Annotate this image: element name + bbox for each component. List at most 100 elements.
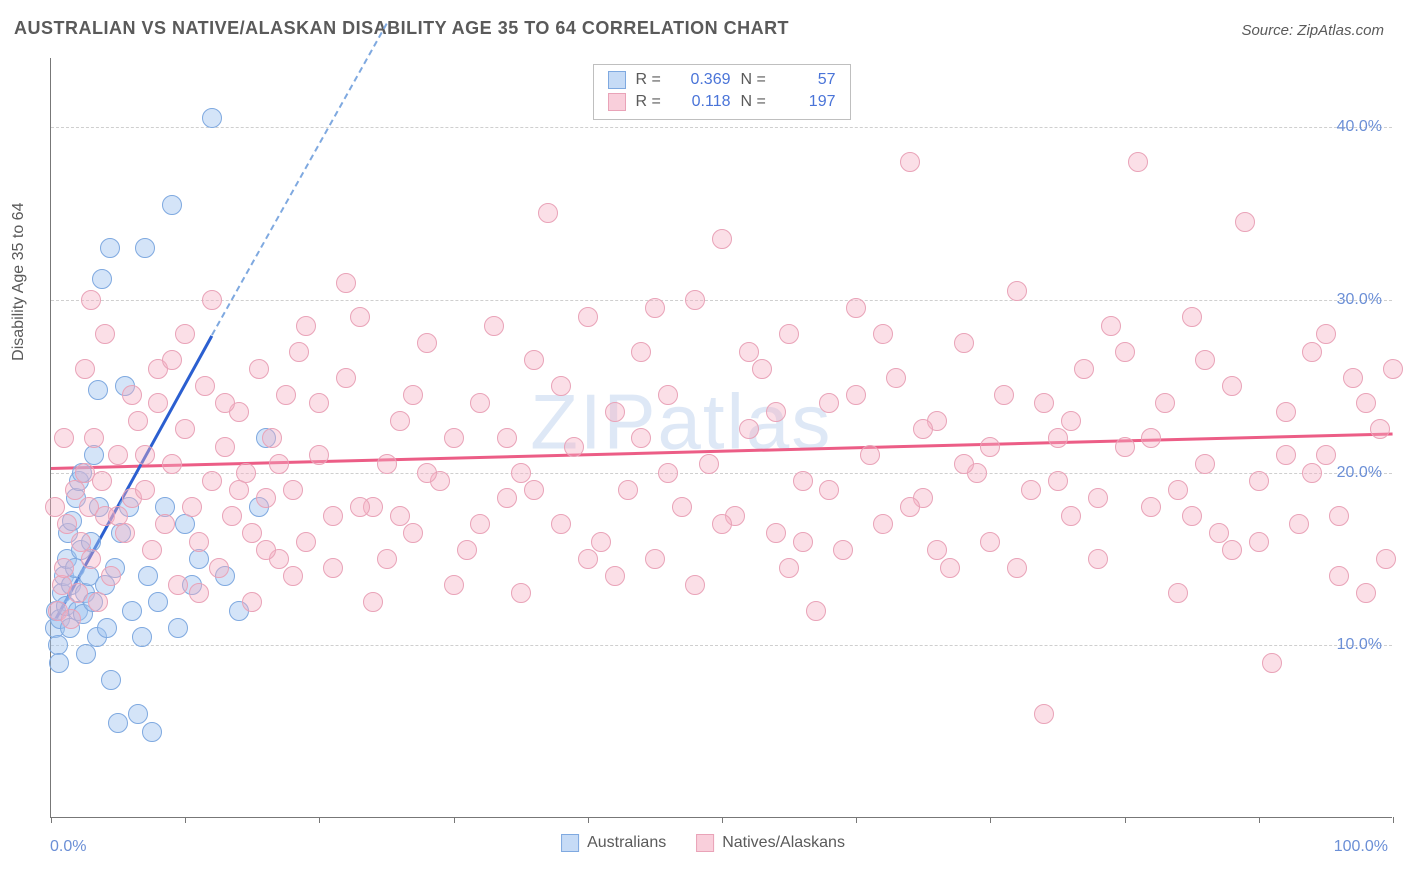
data-point xyxy=(658,385,678,405)
data-point xyxy=(76,644,96,664)
data-point xyxy=(1376,549,1396,569)
x-tick xyxy=(1393,817,1394,823)
x-tick xyxy=(51,817,52,823)
data-point xyxy=(846,385,866,405)
data-point xyxy=(242,592,262,612)
data-point xyxy=(54,558,74,578)
data-point xyxy=(202,108,222,128)
data-point xyxy=(417,333,437,353)
data-point xyxy=(658,463,678,483)
stat-r-value: 0.118 xyxy=(676,93,731,111)
swatch-icon xyxy=(608,71,626,89)
data-point xyxy=(712,514,732,534)
data-point xyxy=(1249,471,1269,491)
stat-r-value: 0.369 xyxy=(676,71,731,89)
data-point xyxy=(403,523,423,543)
data-point xyxy=(645,298,665,318)
data-point xyxy=(1235,212,1255,232)
data-point xyxy=(350,497,370,517)
data-point xyxy=(846,298,866,318)
data-point xyxy=(75,359,95,379)
data-point xyxy=(189,583,209,603)
data-point xyxy=(256,540,276,560)
y-axis-label: Disability Age 35 to 64 xyxy=(10,203,28,361)
data-point xyxy=(470,514,490,534)
data-point xyxy=(1088,488,1108,508)
data-point xyxy=(497,488,517,508)
data-point xyxy=(229,480,249,500)
data-point xyxy=(122,385,142,405)
stat-n-value: 197 xyxy=(781,93,836,111)
data-point xyxy=(65,480,85,500)
data-point xyxy=(1182,506,1202,526)
data-point xyxy=(900,152,920,172)
legend-label: Natives/Alaskans xyxy=(722,834,845,852)
data-point xyxy=(1048,428,1068,448)
data-point xyxy=(927,540,947,560)
data-point xyxy=(860,445,880,465)
data-point xyxy=(54,428,74,448)
x-tick xyxy=(319,817,320,823)
data-point xyxy=(148,393,168,413)
data-point xyxy=(309,445,329,465)
stats-row-natives: R = 0.118 N = 197 xyxy=(608,91,836,113)
data-point xyxy=(81,549,101,569)
data-point xyxy=(61,609,81,629)
data-point xyxy=(189,532,209,552)
data-point xyxy=(1209,523,1229,543)
data-point xyxy=(132,627,152,647)
x-axis-max-label: 100.0% xyxy=(1334,838,1388,856)
data-point xyxy=(1356,583,1376,603)
x-tick xyxy=(454,817,455,823)
legend-label: Australians xyxy=(587,834,666,852)
stat-n-value: 57 xyxy=(781,71,836,89)
data-point xyxy=(323,558,343,578)
data-point xyxy=(1034,393,1054,413)
data-point xyxy=(168,575,188,595)
data-point xyxy=(444,428,464,448)
data-point xyxy=(739,419,759,439)
gridline xyxy=(51,300,1392,301)
data-point xyxy=(195,376,215,396)
chart-title: AUSTRALIAN VS NATIVE/ALASKAN DISABILITY … xyxy=(14,18,789,39)
data-point xyxy=(122,601,142,621)
data-point xyxy=(175,514,195,534)
data-point xyxy=(269,454,289,474)
data-point xyxy=(940,558,960,578)
data-point xyxy=(631,342,651,362)
data-point xyxy=(833,540,853,560)
data-point xyxy=(97,618,117,638)
data-point xyxy=(497,428,517,448)
data-point xyxy=(631,428,651,448)
data-point xyxy=(886,368,906,388)
data-point xyxy=(1168,480,1188,500)
legend: Australians Natives/Alaskans xyxy=(561,834,845,852)
data-point xyxy=(336,368,356,388)
data-point xyxy=(1383,359,1403,379)
y-tick-label: 40.0% xyxy=(1337,118,1382,136)
x-tick xyxy=(856,817,857,823)
data-point xyxy=(1370,419,1390,439)
data-point xyxy=(605,566,625,586)
data-point xyxy=(276,385,296,405)
data-point xyxy=(524,480,544,500)
data-point xyxy=(913,419,933,439)
data-point xyxy=(115,523,135,543)
data-point xyxy=(1048,471,1068,491)
data-point xyxy=(1088,549,1108,569)
data-point xyxy=(685,575,705,595)
data-point xyxy=(95,324,115,344)
data-point xyxy=(954,333,974,353)
data-point xyxy=(1155,393,1175,413)
data-point xyxy=(819,480,839,500)
data-point xyxy=(57,514,77,534)
data-point xyxy=(162,195,182,215)
x-axis-min-label: 0.0% xyxy=(50,838,86,856)
data-point xyxy=(222,506,242,526)
data-point xyxy=(1289,514,1309,534)
data-point xyxy=(578,549,598,569)
data-point xyxy=(1302,342,1322,362)
data-point xyxy=(1356,393,1376,413)
data-point xyxy=(289,342,309,362)
data-point xyxy=(323,506,343,526)
